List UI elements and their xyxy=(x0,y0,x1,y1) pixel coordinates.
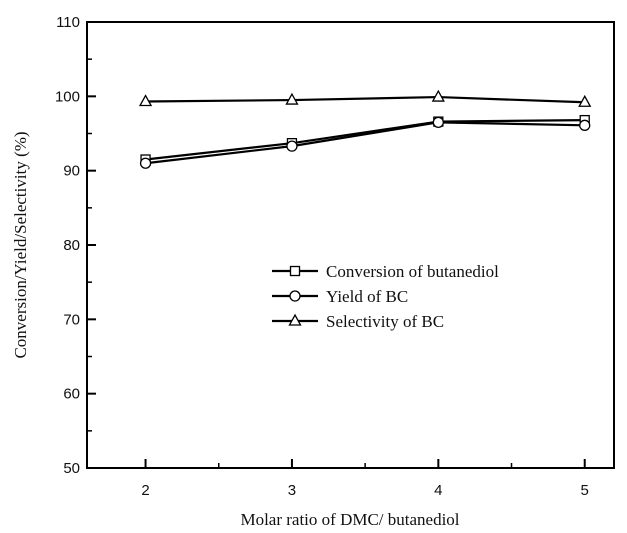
data-point xyxy=(579,119,591,131)
legend-item: Yield of BC xyxy=(272,287,408,306)
legend-marker xyxy=(288,313,302,326)
data-point xyxy=(431,89,445,102)
y-tick-label: 90 xyxy=(63,163,80,180)
y-tick-label: 70 xyxy=(63,311,80,328)
y-tick-label: 50 xyxy=(63,460,80,477)
y-tick-label: 100 xyxy=(55,88,80,105)
legend-label: Selectivity of BC xyxy=(326,312,444,331)
data-point xyxy=(139,157,152,169)
y-tick-label: 110 xyxy=(56,14,80,31)
x-tick-label: 2 xyxy=(141,482,149,499)
y-axis-title: Conversion/Yield/Selectivity (%) xyxy=(11,131,30,358)
series-line xyxy=(145,95,585,104)
data-point xyxy=(578,94,592,107)
y-axis: 50 60 70 80 90 100 110 xyxy=(55,14,96,477)
series-line xyxy=(145,119,585,161)
data-point xyxy=(285,92,299,105)
x-tick-label: 3 xyxy=(288,482,296,499)
legend-label: Conversion of butanediol xyxy=(326,262,499,281)
series-layer xyxy=(138,89,592,169)
series-circle xyxy=(139,116,591,169)
series-triangle xyxy=(138,89,592,107)
legend-item: Selectivity of BC xyxy=(272,312,444,331)
legend: Conversion of butanediol Yield of BC Selec… xyxy=(272,262,499,331)
y-tick-label: 60 xyxy=(63,386,80,403)
data-point xyxy=(138,94,153,107)
x-tick-label: 5 xyxy=(581,482,589,499)
legend-marker xyxy=(289,290,301,302)
legend-marker xyxy=(289,265,301,277)
legend-item: Conversion of butanediol xyxy=(272,262,499,281)
series-line xyxy=(145,121,585,165)
x-axis-title: Molar ratio of DMC/ butanediol xyxy=(240,510,459,529)
y-tick-label: 80 xyxy=(63,237,80,254)
plot-frame xyxy=(86,21,615,469)
x-tick-label: 4 xyxy=(434,482,442,499)
legend-label: Yield of BC xyxy=(326,287,408,306)
data-point xyxy=(432,116,444,128)
x-axis: 2 3 4 5 xyxy=(141,459,589,499)
data-point xyxy=(286,140,298,152)
